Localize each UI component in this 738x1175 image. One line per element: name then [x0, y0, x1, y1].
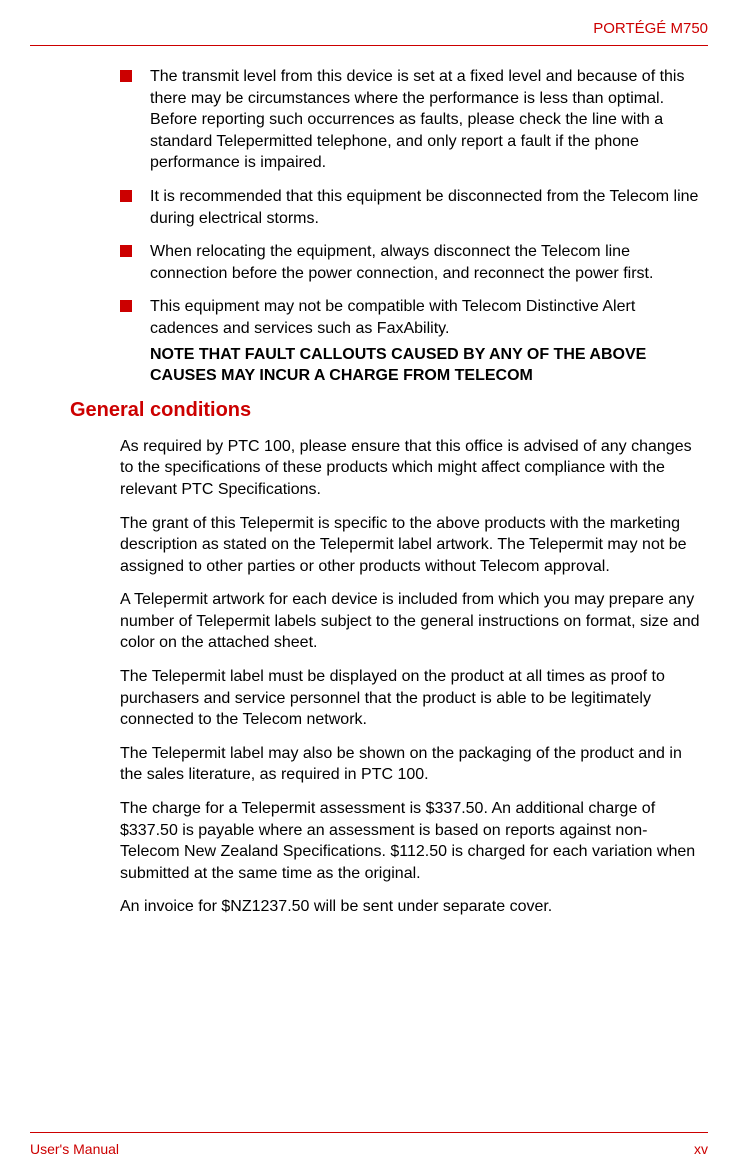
section-heading: General conditions [70, 399, 703, 422]
bullet-marker-icon [120, 245, 132, 257]
page-footer: User's Manual xv [30, 1132, 708, 1157]
bullet-marker-icon [120, 70, 132, 82]
bullet-item: The transmit level from this device is s… [120, 66, 703, 174]
paragraph: An invoice for $NZ1237.50 will be sent u… [120, 896, 703, 918]
bullet-text: It is recommended that this equipment be… [150, 186, 703, 229]
page-content: The transmit level from this device is s… [30, 66, 708, 918]
paragraph: The Telepermit label may also be shown o… [120, 743, 703, 786]
bullet-marker-icon [120, 190, 132, 202]
bullet-marker-icon [120, 300, 132, 312]
bullet-item: When relocating the equipment, always di… [120, 241, 703, 284]
paragraph: The grant of this Telepermit is specific… [120, 513, 703, 578]
footer-manual-label: User's Manual [30, 1141, 119, 1157]
paragraph: The Telepermit label must be displayed o… [120, 666, 703, 731]
paragraph: The charge for a Telepermit assessment i… [120, 798, 703, 884]
bullet-text-content: This equipment may not be compatible wit… [150, 298, 635, 337]
paragraph: A Telepermit artwork for each device is … [120, 589, 703, 654]
page-header: PORTÉGÉ M750 [30, 20, 708, 46]
footer-page-number: xv [694, 1141, 708, 1157]
product-name: PORTÉGÉ M750 [593, 20, 708, 37]
bullet-text: This equipment may not be compatible wit… [150, 296, 703, 386]
bullet-text: The transmit level from this device is s… [150, 66, 703, 174]
paragraph: As required by PTC 100, please ensure th… [120, 436, 703, 501]
bullet-text: When relocating the equipment, always di… [150, 241, 703, 284]
bullet-item: It is recommended that this equipment be… [120, 186, 703, 229]
bold-note: NOTE THAT FAULT CALLOUTS CAUSED BY ANY O… [150, 344, 703, 387]
bullet-item: This equipment may not be compatible wit… [120, 296, 703, 386]
